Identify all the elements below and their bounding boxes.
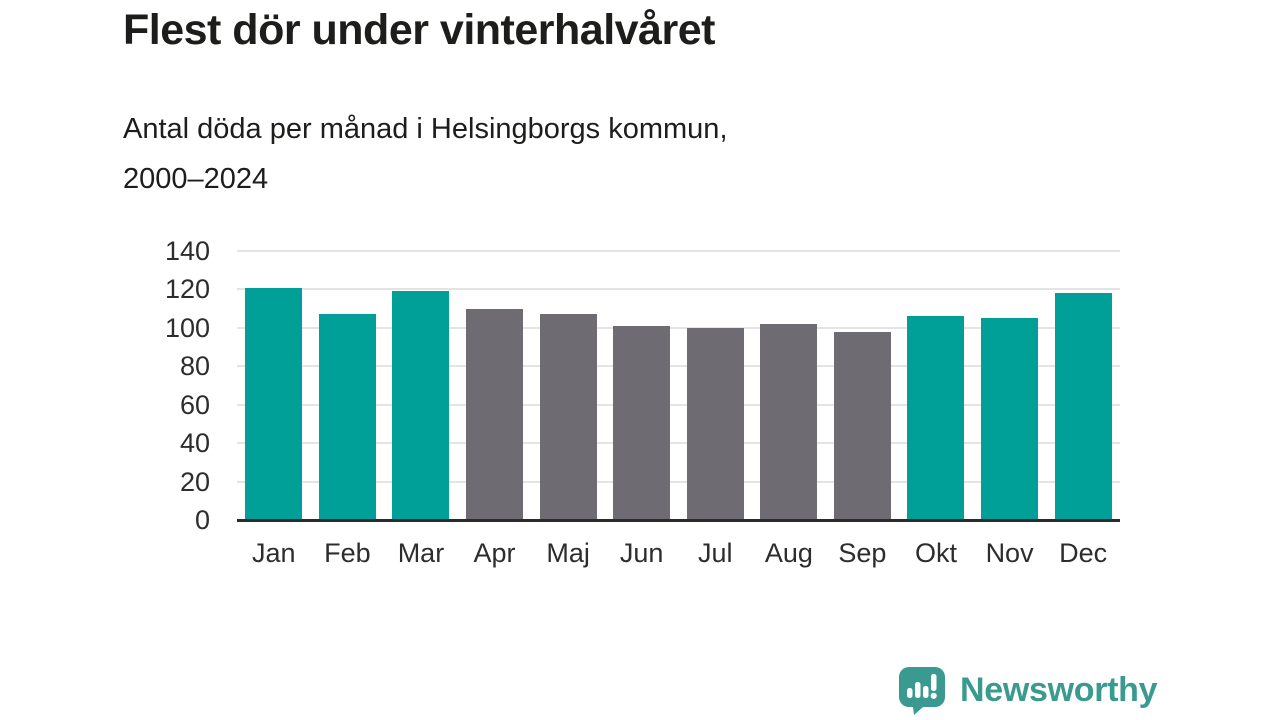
bar-column-mar	[384, 251, 458, 520]
x-tick-label-jan: Jan	[252, 538, 296, 568]
x-tick-label-apr: Apr	[473, 538, 516, 568]
plot-area	[237, 250, 1120, 522]
x-tick-label-jul: Jul	[698, 538, 733, 568]
bar-apr	[466, 308, 524, 520]
bar-feb	[318, 314, 376, 520]
y-tick-label-140: 140	[164, 236, 210, 266]
y-tick-label-0: 0	[194, 505, 210, 535]
x-tick-label-jun: Jun	[619, 538, 664, 568]
x-axis: Jan Feb Mar Apr Maj Jun Jul Aug Sep Okt Nov Dec	[237, 538, 1120, 569]
gridline-40	[237, 442, 1120, 445]
bar-maj	[539, 314, 597, 520]
bar-aug	[760, 324, 818, 520]
y-tick-label-80: 80	[179, 351, 210, 382]
gridline-120	[237, 288, 1120, 291]
y-tick-label-60: 60	[179, 389, 210, 420]
bar-column-aug	[752, 251, 826, 520]
bar-mar	[392, 291, 450, 520]
y-tick-label-120: 120	[164, 274, 210, 305]
bar-dec	[1054, 293, 1112, 520]
chart-subtitle-line1: Antal döda per månad i Helsingborgs komm…	[123, 113, 728, 145]
bar-jul	[686, 327, 744, 520]
x-tick-label-mar: Mar	[397, 538, 445, 568]
x-tick-label-dec: Dec	[1059, 538, 1108, 568]
bar-column-dec	[1046, 251, 1120, 520]
bar-column-jun	[605, 251, 679, 520]
bar-column-feb	[311, 251, 385, 520]
x-tick-label-maj: Maj	[546, 538, 590, 568]
y-tick-label-100: 100	[164, 312, 210, 343]
x-tick-label-feb: Feb	[324, 538, 371, 568]
y-tick-label-40: 40	[179, 428, 210, 459]
bar-column-maj	[531, 251, 605, 520]
x-tick-label-okt: Okt	[914, 538, 957, 568]
y-tick-label-20: 20	[179, 466, 210, 497]
bar-column-jan	[237, 251, 311, 520]
chart-title: Flest dör under vinterhalvåret	[123, 6, 715, 54]
bar-column-okt	[899, 251, 973, 520]
brand-name: Newsworthy	[960, 670, 1158, 709]
chart-subtitle-line2: 2000–2024	[123, 163, 269, 195]
bar-sep	[833, 331, 891, 520]
bar-jan	[245, 287, 303, 520]
bar-column-jul	[678, 251, 752, 520]
gridline-140	[237, 250, 1120, 252]
bar-column-sep	[826, 251, 900, 520]
gridline-100	[237, 326, 1120, 329]
bar-column-apr	[458, 251, 532, 520]
newsworthy-logo-icon	[899, 667, 945, 715]
bar-column-nov	[973, 251, 1047, 520]
x-tick-label-nov: Nov	[985, 538, 1034, 568]
x-axis-line	[237, 519, 1120, 522]
bar-jun	[613, 325, 671, 520]
x-tick-label-aug: Aug	[764, 538, 813, 568]
bar-okt	[907, 316, 965, 520]
brand-footer: Newsworthy	[897, 665, 1158, 715]
gridline-60	[237, 403, 1120, 406]
gridline-20	[237, 480, 1120, 483]
bars	[237, 251, 1120, 520]
chart-subtitle: Antal döda per månad i Helsingborgs komm…	[123, 104, 728, 204]
gridline-80	[237, 365, 1120, 368]
x-tick-label-sep: Sep	[838, 538, 887, 568]
bar-nov	[981, 318, 1039, 520]
